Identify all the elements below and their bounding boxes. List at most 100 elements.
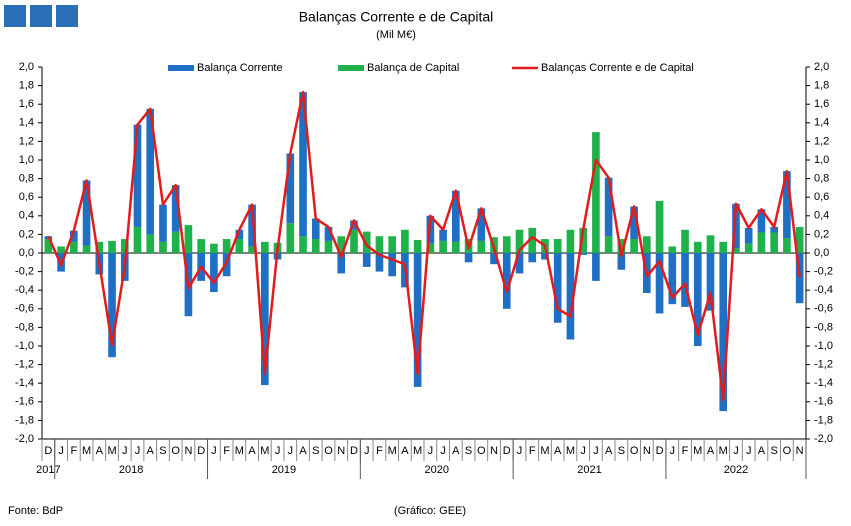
bar bbox=[668, 253, 677, 305]
y-tick-label: -0,8 bbox=[15, 321, 34, 333]
x-tick-label: O bbox=[630, 445, 639, 457]
legend-label: Balanças Corrente e de Capital bbox=[541, 62, 694, 74]
line bbox=[47, 90, 801, 402]
y-tick-label: 1,2 bbox=[19, 135, 34, 147]
x-tick-label: A bbox=[248, 445, 256, 457]
year-label: 2021 bbox=[577, 464, 601, 476]
x-tick-label: J bbox=[288, 445, 294, 457]
x-tick-label: A bbox=[147, 445, 155, 457]
x-tick-label: D bbox=[350, 445, 358, 457]
x-tick-label: N bbox=[337, 445, 345, 457]
bar bbox=[579, 227, 587, 253]
x-tick-label: F bbox=[682, 445, 689, 457]
x-tick-label: F bbox=[223, 445, 230, 457]
x-tick-label: J bbox=[58, 445, 64, 457]
y-tick-label: 0,8 bbox=[19, 173, 34, 185]
bar bbox=[82, 180, 91, 246]
bar bbox=[337, 236, 346, 253]
x-tick-label: N bbox=[184, 445, 192, 457]
bar bbox=[413, 239, 422, 253]
bar bbox=[299, 236, 307, 253]
bar bbox=[439, 240, 447, 253]
bar bbox=[222, 239, 231, 253]
bar bbox=[693, 253, 702, 346]
bar bbox=[783, 171, 791, 239]
x-tick-label: S bbox=[312, 445, 319, 457]
bar bbox=[490, 253, 498, 265]
bar bbox=[617, 253, 626, 270]
x-tick-label: F bbox=[376, 445, 383, 457]
y-tick-label: 0,6 bbox=[19, 191, 34, 203]
x-tick-label: M bbox=[413, 445, 422, 457]
bar bbox=[643, 236, 651, 253]
bar bbox=[592, 253, 600, 281]
bar bbox=[795, 226, 804, 253]
y2-tick-label: 1,8 bbox=[814, 80, 829, 92]
x-tick-label: A bbox=[707, 445, 715, 457]
legend-swatch bbox=[168, 65, 194, 71]
bar bbox=[732, 248, 740, 253]
y-tick-label: -1,0 bbox=[15, 340, 34, 352]
bar bbox=[668, 246, 677, 253]
y-tick-label: -0,4 bbox=[15, 284, 34, 296]
bar bbox=[108, 240, 116, 253]
bar bbox=[286, 153, 295, 224]
bar bbox=[655, 253, 664, 314]
x-tick-label: D bbox=[503, 445, 511, 457]
x-tick-label: J bbox=[135, 445, 141, 457]
bar bbox=[350, 229, 358, 253]
bar bbox=[133, 124, 142, 227]
x-tick-label: J bbox=[440, 445, 446, 457]
bar bbox=[235, 229, 244, 240]
bar bbox=[566, 229, 575, 253]
bar bbox=[146, 234, 155, 253]
y-tick-label: -1,2 bbox=[15, 359, 34, 371]
x-tick-label: N bbox=[796, 445, 804, 457]
logo-block bbox=[30, 5, 52, 27]
bar bbox=[362, 253, 371, 267]
year-label: 2022 bbox=[724, 464, 748, 476]
year-label: 2017 bbox=[36, 464, 60, 476]
bar bbox=[133, 226, 142, 253]
x-tick-label: O bbox=[477, 445, 486, 457]
x-tick-label: A bbox=[96, 445, 104, 457]
y2-tick-label: 1,6 bbox=[814, 98, 829, 110]
bar bbox=[477, 240, 486, 253]
x-tick-label: N bbox=[490, 445, 498, 457]
bar bbox=[528, 253, 537, 263]
bar bbox=[95, 241, 104, 253]
y-tick-label: -2,0 bbox=[15, 433, 34, 445]
x-tick-label: M bbox=[107, 445, 116, 457]
x-tick-label: J bbox=[211, 445, 217, 457]
bar bbox=[706, 253, 715, 311]
bar bbox=[375, 236, 384, 253]
bar bbox=[120, 239, 129, 253]
y2-tick-label: 1,4 bbox=[814, 117, 829, 129]
year-label: 2018 bbox=[119, 464, 143, 476]
bar bbox=[388, 253, 396, 277]
bar bbox=[375, 253, 384, 272]
bar bbox=[553, 239, 562, 253]
bar bbox=[592, 132, 600, 253]
x-tick-label: A bbox=[452, 445, 460, 457]
x-tick-label: M bbox=[388, 445, 397, 457]
y-tick-label: -0,2 bbox=[15, 266, 34, 278]
legend-label: Balança Corrente bbox=[197, 62, 283, 74]
bar bbox=[248, 204, 256, 247]
bar bbox=[299, 92, 307, 237]
x-tick-label: S bbox=[770, 445, 777, 457]
credit: (Gráfico: GEE) bbox=[394, 505, 466, 517]
bar bbox=[311, 218, 320, 240]
bar bbox=[159, 241, 167, 253]
bar bbox=[706, 235, 715, 253]
y2-tick-label: -1,6 bbox=[814, 396, 833, 408]
bar bbox=[719, 253, 728, 412]
logo-block bbox=[56, 5, 78, 27]
y-tick-label: 1,0 bbox=[19, 154, 34, 166]
source: Fonte: BdP bbox=[8, 505, 63, 517]
y-tick-label: 0,2 bbox=[19, 228, 34, 240]
year-label: 2019 bbox=[272, 464, 296, 476]
x-tick-label: J bbox=[580, 445, 586, 457]
x-tick-label: S bbox=[159, 445, 166, 457]
bar bbox=[337, 253, 346, 274]
